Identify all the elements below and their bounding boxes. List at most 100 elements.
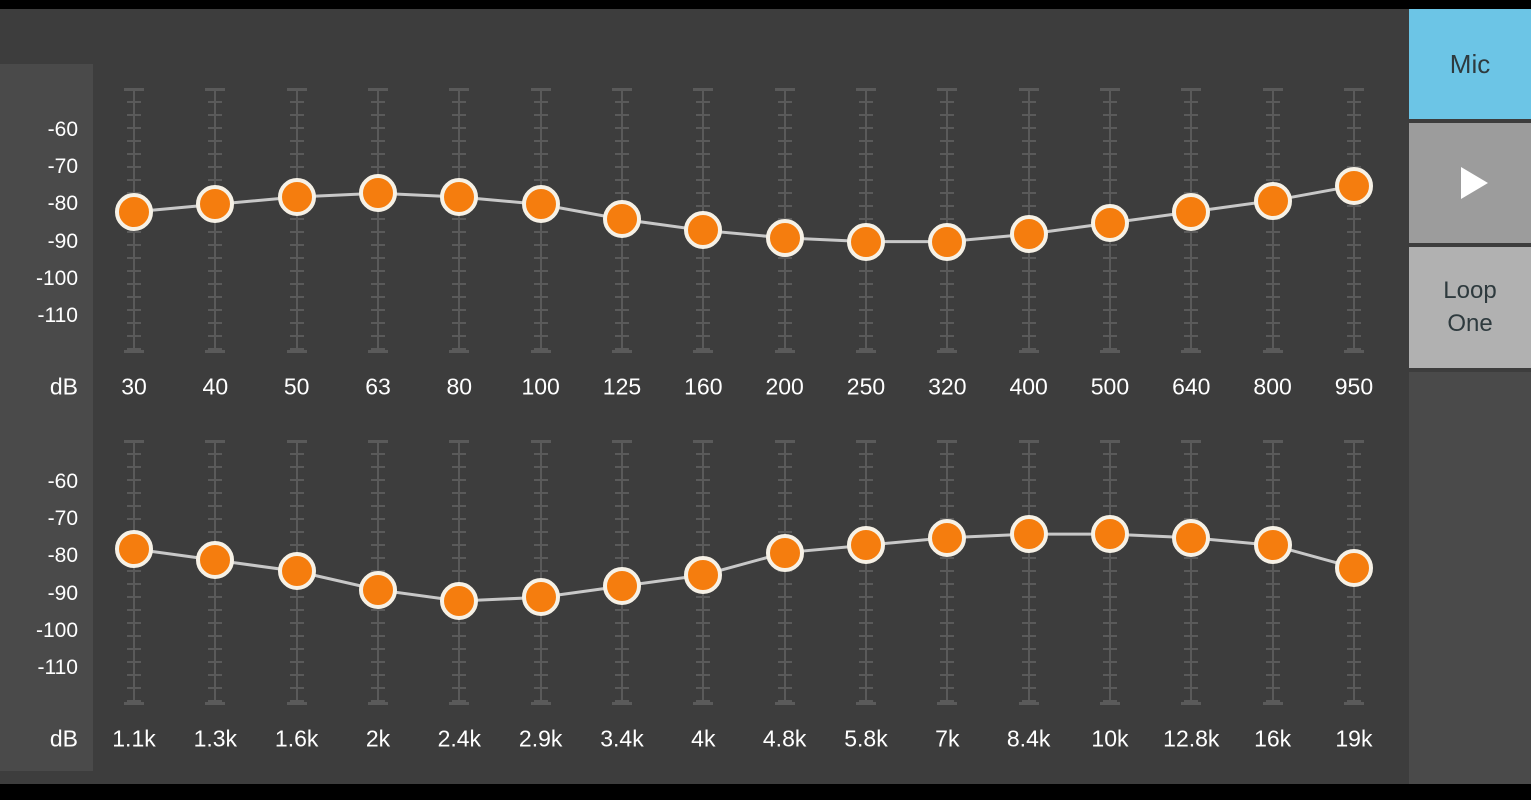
play-button[interactable] [1409, 123, 1531, 243]
eq-knob-160[interactable] [684, 211, 723, 250]
slider-track-12.8k[interactable] [1181, 440, 1202, 705]
slider-track-4.8k[interactable] [774, 440, 795, 705]
eq-knob-320[interactable] [928, 222, 967, 261]
axis-tick-label--60: -60 [47, 470, 78, 493]
track-bottom-cap [937, 702, 958, 705]
slider-track-2.9k[interactable] [530, 440, 551, 705]
slider-track-950[interactable] [1343, 88, 1364, 353]
track-top-cap [530, 440, 551, 443]
slider-track-10k[interactable] [1099, 440, 1120, 705]
eq-knob-10k[interactable] [1090, 515, 1129, 554]
track-line [539, 440, 542, 705]
axis-tick-label--100: -100 [35, 618, 78, 642]
eq-knob-2k[interactable] [358, 570, 397, 609]
track-line [1190, 440, 1193, 705]
slider-track-2.4k[interactable] [449, 440, 470, 705]
eq-knob-50[interactable] [277, 177, 316, 216]
db-unit-label: dB [49, 373, 78, 400]
eq-knob-125[interactable] [602, 200, 641, 239]
eq-knob-7k[interactable] [928, 518, 967, 557]
slider-track-8.4k[interactable] [1018, 440, 1039, 705]
eq-knob-200[interactable] [765, 218, 804, 257]
loop-one-button[interactable]: Loop One [1409, 247, 1531, 368]
track-bottom-cap [1343, 350, 1364, 353]
sidebar: Mic Loop One [1409, 0, 1531, 800]
track-top-cap [611, 440, 632, 443]
track-line [864, 440, 867, 705]
eq-knob-16k[interactable] [1253, 526, 1292, 565]
slider-track-1.1k[interactable] [124, 440, 144, 705]
eq-knob-640[interactable] [1172, 192, 1211, 231]
track-top-cap [1343, 440, 1364, 443]
freq-label-1.6k: 1.6k [274, 725, 319, 752]
freq-label-800: 800 [1253, 373, 1292, 400]
loop-one-label: Loop One [1443, 277, 1497, 337]
mic-button[interactable]: Mic [1409, 9, 1531, 119]
freq-label-400: 400 [1009, 373, 1048, 400]
slider-track-16k[interactable] [1262, 440, 1283, 705]
track-top-cap [124, 88, 144, 91]
track-bottom-cap [1018, 350, 1039, 353]
track-line [458, 88, 461, 353]
track-bottom-cap [937, 350, 958, 353]
eq-knob-1.3k[interactable] [196, 541, 235, 580]
track-top-cap [855, 88, 876, 91]
track-bottom-cap [124, 702, 144, 705]
axis-tick-label--100: -100 [35, 266, 78, 290]
eq-knob-2.4k[interactable] [440, 582, 479, 621]
eq-knob-40[interactable] [196, 185, 235, 224]
axis-tick-label--110: -110 [37, 656, 78, 679]
eq-knob-80[interactable] [440, 177, 479, 216]
freq-label-63: 63 [365, 373, 391, 400]
eq-knob-1.1k[interactable] [115, 529, 153, 568]
eq-knob-400[interactable] [1009, 215, 1048, 254]
eq-knob-19k[interactable] [1334, 548, 1373, 587]
mic-button-label: Mic [1449, 48, 1491, 79]
freq-label-80: 80 [446, 373, 473, 400]
eq-knob-950[interactable] [1334, 166, 1373, 205]
eq-knob-63[interactable] [358, 174, 397, 213]
track-top-cap [693, 88, 714, 91]
freq-label-4.8k: 4.8k [762, 725, 807, 752]
eq-knob-12.8k[interactable] [1172, 518, 1211, 557]
freq-label-10k: 10k [1091, 725, 1129, 752]
track-bottom-cap [449, 702, 470, 705]
eq-knob-2.9k[interactable] [521, 578, 560, 617]
freq-label-3.4k: 3.4k [600, 725, 644, 752]
slider-track-63[interactable] [367, 88, 388, 353]
track-bottom-cap [205, 702, 226, 705]
eq-knob-100[interactable] [521, 185, 560, 224]
eq-knob-4k[interactable] [684, 556, 723, 594]
track-top-cap [1018, 88, 1039, 91]
eq-knob-5.8k[interactable] [846, 526, 885, 565]
freq-label-500: 500 [1090, 373, 1130, 400]
db-unit-label: dB [49, 725, 78, 752]
axis-tick-label--80: -80 [47, 192, 78, 216]
slider-track-80[interactable] [449, 88, 470, 353]
eq-knob-1.6k[interactable] [277, 552, 316, 591]
eq-knob-30[interactable] [115, 192, 153, 231]
eq-knob-3.4k[interactable] [602, 567, 641, 606]
eq-knob-800[interactable] [1253, 181, 1292, 220]
eq-knob-250[interactable] [846, 222, 885, 261]
slider-track-5.8k[interactable] [855, 440, 876, 705]
freq-label-16k: 16k [1254, 725, 1292, 752]
track-bottom-cap [124, 350, 144, 353]
slider-track-320[interactable] [937, 88, 958, 353]
track-top-cap [124, 440, 144, 443]
track-bottom-cap [1181, 702, 1202, 705]
slider-track-50[interactable] [286, 88, 307, 353]
slider-track-250[interactable] [855, 88, 876, 353]
eq-knob-500[interactable] [1090, 204, 1129, 242]
track-bottom-cap [693, 702, 714, 705]
eq-knob-4.8k[interactable] [765, 533, 804, 572]
axis-tick-label--110: -110 [37, 304, 78, 327]
slider-track-7k[interactable] [937, 440, 958, 705]
slider-track-800[interactable] [1262, 88, 1283, 353]
freq-label-250: 250 [846, 373, 886, 400]
eq-knob-8.4k[interactable] [1009, 515, 1048, 554]
freq-label-4k: 4k [691, 725, 716, 752]
track-bottom-cap [774, 350, 795, 353]
